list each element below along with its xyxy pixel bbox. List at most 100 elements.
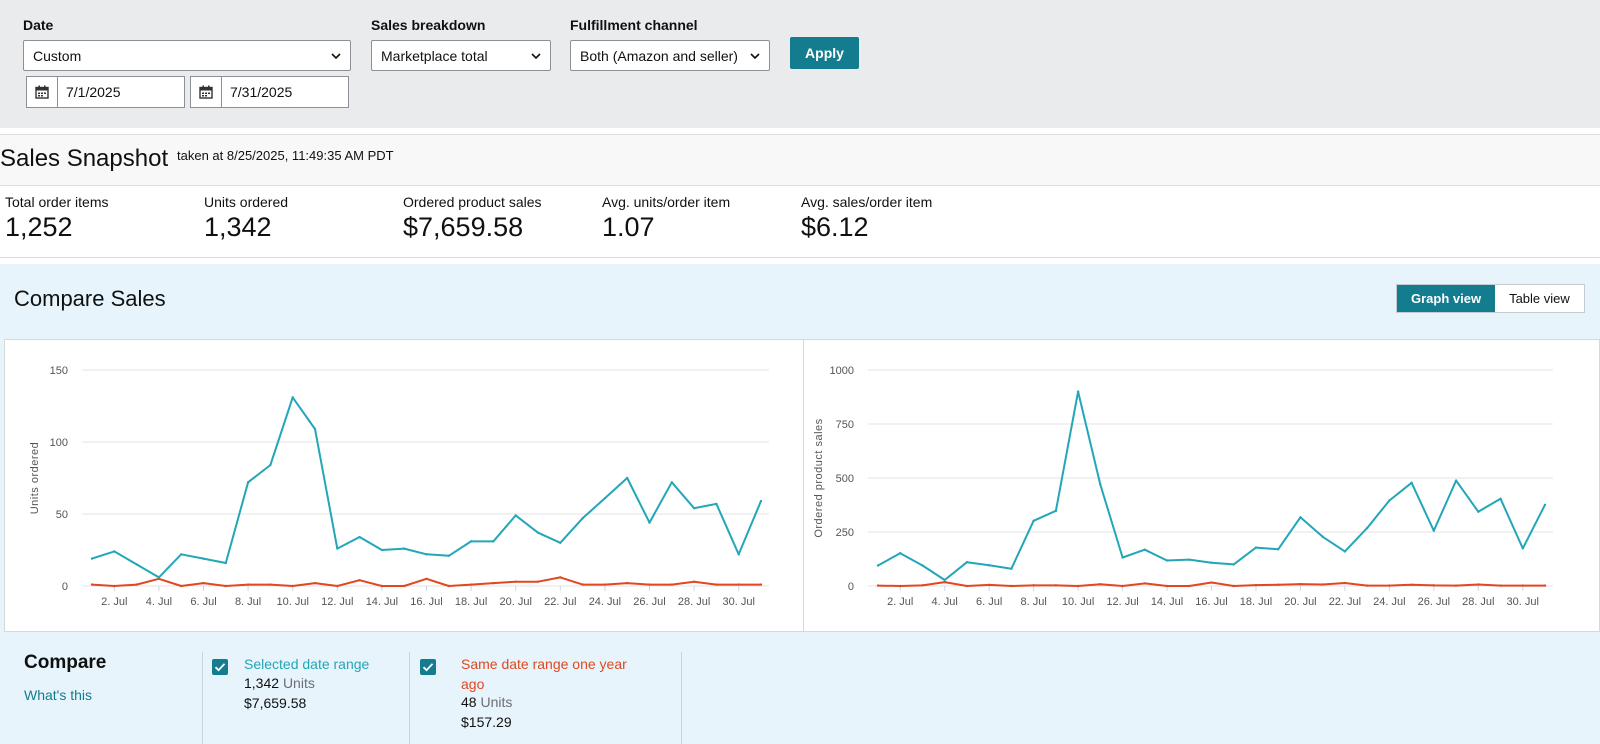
y-tick-label: 100 <box>50 437 68 449</box>
data-point <box>1210 561 1213 564</box>
data-point <box>1499 497 1502 500</box>
fulfillment-channel-select[interactable]: Both (Amazon and seller) <box>570 40 770 71</box>
date-range-select-value: Custom <box>33 47 82 64</box>
data-point <box>648 583 651 586</box>
data-point <box>1343 581 1347 585</box>
previous-year-checkbox[interactable] <box>420 659 436 675</box>
units-ordered-chart: 0 50 100 150 2. Jul 4. Jul 6. Jul 8. Jul 10. Jul… <box>4 339 804 632</box>
data-point <box>1232 584 1235 588</box>
y-tick-label: 0 <box>62 581 68 593</box>
data-point <box>626 581 629 585</box>
metric-label: Avg. units/order item <box>602 194 731 210</box>
data-point <box>759 583 763 586</box>
data-point <box>1410 481 1413 484</box>
calendar-icon[interactable] <box>191 77 222 107</box>
data-point <box>692 507 696 510</box>
whats-this-link[interactable]: What's this <box>24 687 93 703</box>
end-date-field[interactable]: 7/31/2025 <box>190 76 349 108</box>
data-point <box>1477 583 1480 586</box>
data-point <box>90 583 94 586</box>
selected-range-checkbox[interactable] <box>212 659 228 675</box>
data-point <box>514 580 517 583</box>
metric-label: Units ordered <box>204 194 289 210</box>
data-point <box>1410 583 1413 586</box>
data-point <box>492 540 495 543</box>
data-point <box>1365 526 1369 530</box>
data-point <box>1188 558 1191 561</box>
units-suffix: Units <box>282 675 315 691</box>
x-tick-label: 26. Jul <box>633 596 665 608</box>
data-point <box>1254 546 1258 549</box>
data-point <box>759 499 763 503</box>
table-view-button[interactable]: Table view <box>1509 291 1570 306</box>
data-point <box>965 561 969 564</box>
chevron-down-icon <box>750 53 760 60</box>
metric-value: $7,659.58 <box>403 212 524 242</box>
data-point <box>1299 582 1302 586</box>
data-point <box>536 580 540 583</box>
data-point <box>1521 547 1524 550</box>
checkmark-icon <box>214 663 226 672</box>
x-tick-label: 24. Jul <box>589 596 621 608</box>
data-point <box>603 496 607 500</box>
y-tick-label: 0 <box>848 581 854 593</box>
apply-button[interactable]: Apply <box>790 37 859 69</box>
data-point <box>1010 584 1013 588</box>
y-tick-label: 150 <box>50 365 68 377</box>
calendar-icon[interactable] <box>27 77 58 107</box>
fulfillment-channel-label: Fulfillment channel <box>570 17 698 33</box>
x-tick-label: 8. Jul <box>1020 596 1046 608</box>
data-point <box>1032 584 1035 587</box>
x-tick-label: 4. Jul <box>932 596 958 608</box>
data-point <box>403 584 406 588</box>
start-date-field[interactable]: 7/1/2025 <box>26 76 185 108</box>
previous-year-sales: $157.29 <box>461 714 512 730</box>
data-point <box>921 584 924 587</box>
y-axis-title: Units ordered <box>29 442 41 515</box>
units-ordered-chart-svg: 0 50 100 150 2. Jul 4. Jul 6. Jul 8. Jul 10. Jul… <box>29 365 769 608</box>
data-point <box>987 564 991 567</box>
data-point <box>469 540 473 543</box>
data-point <box>737 583 740 586</box>
x-tick-label: 16. Jul <box>410 596 442 608</box>
data-point <box>1432 529 1436 532</box>
y-tick-label: 250 <box>836 527 854 539</box>
x-tick-label: 18. Jul <box>1240 596 1272 608</box>
data-point <box>1076 584 1080 588</box>
x-tick-label: 24. Jul <box>1373 596 1405 608</box>
data-point <box>291 396 294 399</box>
sales-snapshot-title: Sales Snapshot <box>0 145 169 172</box>
legend-divider <box>409 652 410 744</box>
data-point <box>1143 582 1146 585</box>
metric-label: Total order items <box>5 194 109 210</box>
data-point <box>1032 519 1035 522</box>
data-point <box>202 581 205 585</box>
y-tick-label: 1000 <box>830 365 854 377</box>
selected-range-units: 1,342 Units <box>244 675 315 691</box>
chevron-down-icon <box>531 53 541 60</box>
view-toggle: Graph view Table view <box>1396 284 1585 313</box>
x-tick-label: 2. Jul <box>101 596 127 608</box>
graph-view-button[interactable]: Graph view <box>1397 285 1496 312</box>
y-tick-label: 750 <box>836 419 854 431</box>
data-point <box>715 583 718 586</box>
legend-divider <box>681 652 682 744</box>
data-point <box>113 584 116 588</box>
metric-avg-sales-per-order-item: Avg. sales/order item $6.12 <box>801 194 932 243</box>
data-point <box>626 476 629 480</box>
data-point <box>336 547 339 550</box>
data-point <box>1321 583 1324 586</box>
data-point <box>1521 584 1524 587</box>
data-point <box>1210 581 1213 584</box>
sales-breakdown-select[interactable]: Marketplace total <box>371 40 551 71</box>
metric-units-ordered: Units ordered 1,342 <box>204 194 288 243</box>
x-tick-label: 20. Jul <box>499 596 531 608</box>
legend-divider <box>202 652 203 744</box>
data-point <box>899 584 902 588</box>
data-point <box>965 584 969 588</box>
x-tick-label: 4. Jul <box>146 596 172 608</box>
data-point <box>559 541 562 544</box>
ordered-product-sales-chart: 0 250 500 750 1000 2. Jul 4. Jul 6. Jul 8. Jul 10… <box>803 339 1600 632</box>
date-range-select[interactable]: Custom <box>23 40 351 71</box>
x-tick-label: 30. Jul <box>722 596 754 608</box>
